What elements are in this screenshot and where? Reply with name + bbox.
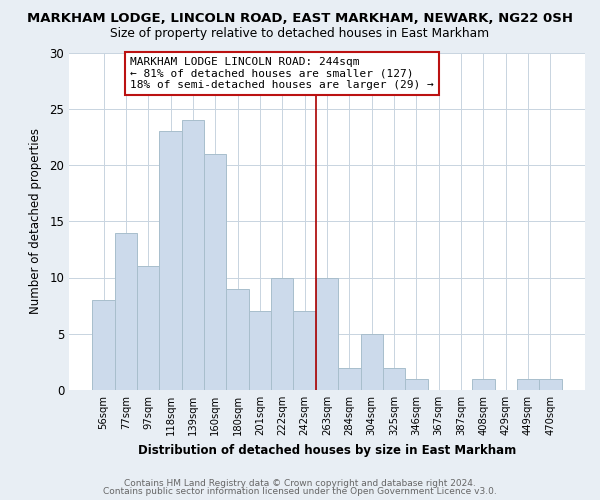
Bar — [383, 368, 405, 390]
Bar — [226, 289, 249, 390]
Bar — [115, 232, 137, 390]
Bar — [92, 300, 115, 390]
Bar — [249, 311, 271, 390]
Text: MARKHAM LODGE, LINCOLN ROAD, EAST MARKHAM, NEWARK, NG22 0SH: MARKHAM LODGE, LINCOLN ROAD, EAST MARKHA… — [27, 12, 573, 26]
Bar — [472, 379, 494, 390]
Text: Contains public sector information licensed under the Open Government Licence v3: Contains public sector information licen… — [103, 487, 497, 496]
X-axis label: Distribution of detached houses by size in East Markham: Distribution of detached houses by size … — [138, 444, 516, 456]
Bar — [204, 154, 226, 390]
Bar — [271, 278, 293, 390]
Bar — [160, 131, 182, 390]
Text: Size of property relative to detached houses in East Markham: Size of property relative to detached ho… — [110, 28, 490, 40]
Bar — [361, 334, 383, 390]
Bar — [316, 278, 338, 390]
Bar — [338, 368, 361, 390]
Bar — [293, 311, 316, 390]
Bar — [517, 379, 539, 390]
Bar — [405, 379, 428, 390]
Bar — [539, 379, 562, 390]
Text: MARKHAM LODGE LINCOLN ROAD: 244sqm
← 81% of detached houses are smaller (127)
18: MARKHAM LODGE LINCOLN ROAD: 244sqm ← 81%… — [130, 57, 434, 90]
Bar — [182, 120, 204, 390]
Y-axis label: Number of detached properties: Number of detached properties — [29, 128, 43, 314]
Bar — [137, 266, 160, 390]
Text: Contains HM Land Registry data © Crown copyright and database right 2024.: Contains HM Land Registry data © Crown c… — [124, 478, 476, 488]
